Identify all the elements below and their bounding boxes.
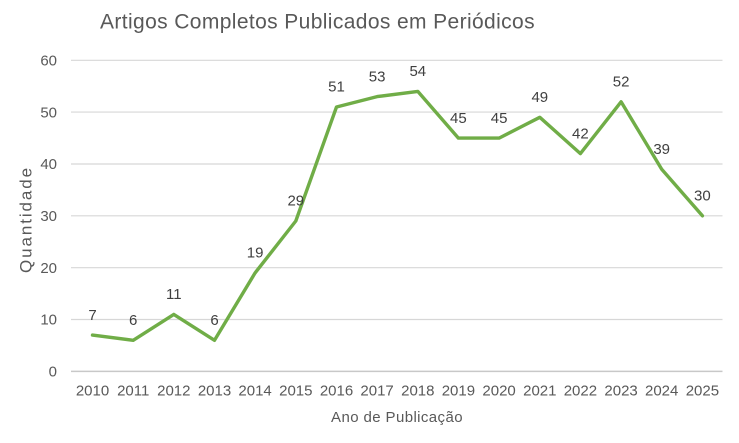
svg-text:30: 30	[694, 188, 711, 205]
svg-text:10: 10	[40, 312, 57, 329]
svg-text:49: 49	[531, 89, 548, 106]
svg-text:50: 50	[40, 104, 57, 121]
svg-text:2013: 2013	[198, 383, 231, 400]
svg-text:20: 20	[40, 260, 57, 277]
svg-text:40: 40	[40, 156, 57, 173]
svg-text:52: 52	[613, 74, 630, 91]
svg-text:45: 45	[491, 110, 508, 127]
svg-text:29: 29	[287, 193, 304, 210]
svg-text:7: 7	[88, 307, 96, 324]
svg-text:11: 11	[166, 286, 182, 303]
svg-text:42: 42	[572, 125, 589, 142]
svg-text:2015: 2015	[279, 383, 312, 400]
svg-text:39: 39	[653, 141, 670, 158]
svg-text:2018: 2018	[401, 383, 434, 400]
svg-text:30: 30	[40, 208, 57, 225]
svg-text:2020: 2020	[482, 383, 515, 400]
svg-text:Ano de Publicação: Ano de Publicação	[331, 409, 463, 426]
svg-text:2024: 2024	[645, 383, 678, 400]
svg-text:19: 19	[247, 245, 264, 262]
svg-text:2010: 2010	[76, 383, 109, 400]
svg-text:60: 60	[40, 53, 57, 70]
svg-text:2014: 2014	[238, 383, 271, 400]
svg-text:6: 6	[210, 312, 218, 329]
svg-text:2012: 2012	[157, 383, 190, 400]
svg-text:2019: 2019	[442, 383, 475, 400]
svg-text:2022: 2022	[564, 383, 597, 400]
svg-text:2016: 2016	[320, 383, 353, 400]
svg-text:45: 45	[450, 110, 467, 127]
svg-text:54: 54	[409, 63, 426, 80]
svg-text:53: 53	[369, 68, 386, 85]
svg-text:Quantidade: Quantidade	[17, 166, 36, 273]
svg-text:2023: 2023	[604, 383, 637, 400]
svg-text:51: 51	[328, 79, 345, 96]
svg-text:2025: 2025	[686, 383, 719, 400]
svg-text:Artigos Completos Publicados e: Artigos Completos Publicados em Periódic…	[100, 11, 535, 34]
svg-text:0: 0	[49, 364, 57, 381]
svg-text:2017: 2017	[360, 383, 393, 400]
svg-text:2021: 2021	[523, 383, 556, 400]
svg-text:6: 6	[129, 312, 137, 329]
svg-text:2011: 2011	[117, 383, 149, 400]
